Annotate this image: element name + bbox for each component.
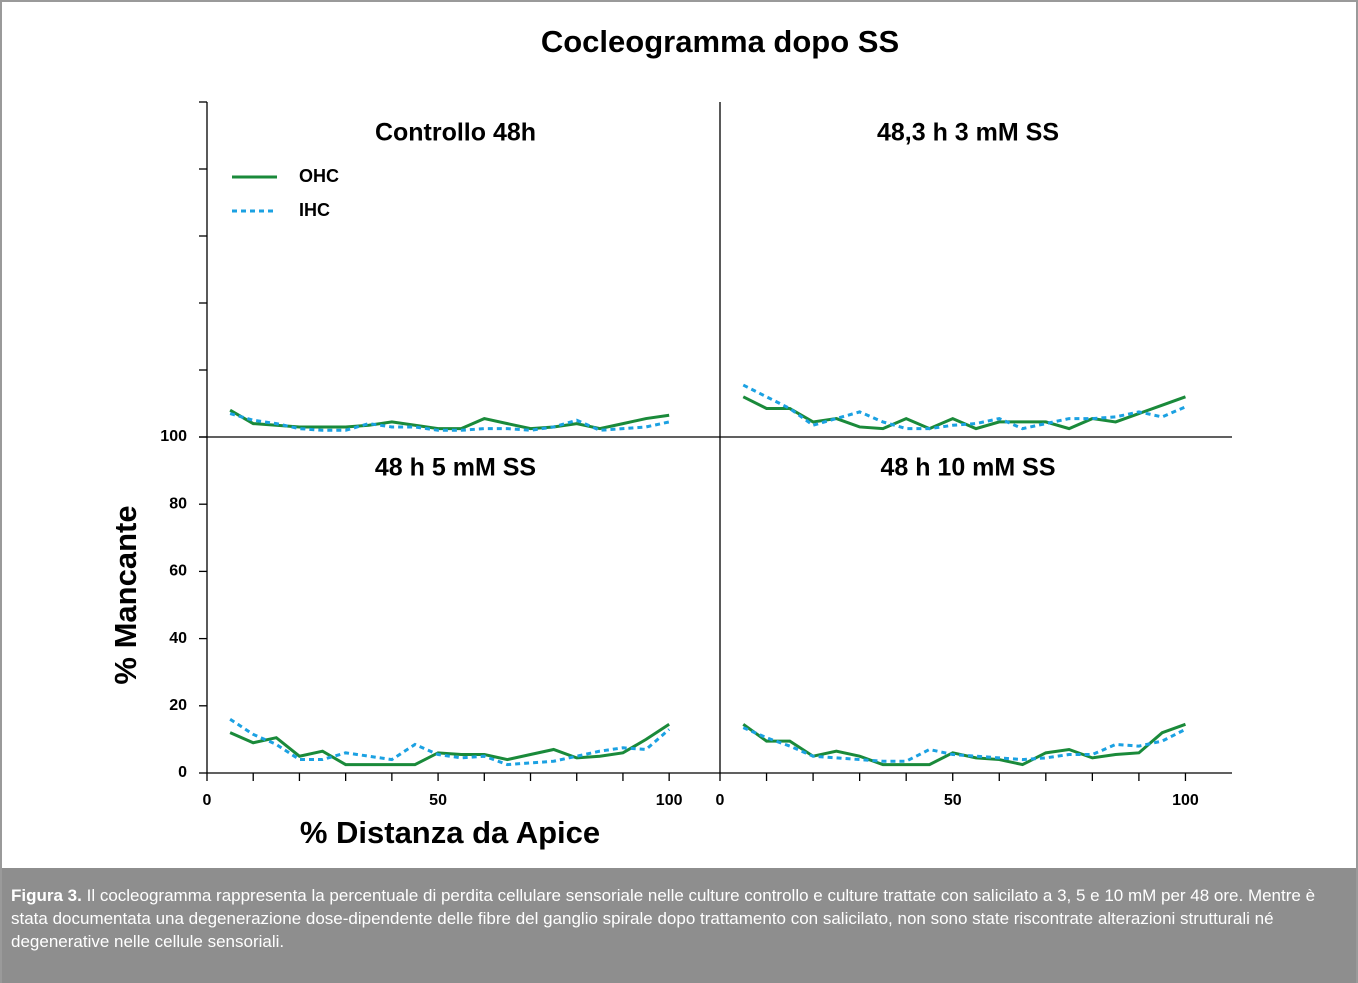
y-tick-label: 40 <box>169 630 187 647</box>
x-tick-label: 50 <box>429 792 447 809</box>
panel-title: 48 h 10 mM SS <box>880 454 1055 482</box>
series-line <box>229 723 670 767</box>
legend-label: OHC <box>299 166 339 186</box>
legend-label: IHC <box>299 200 330 220</box>
x-tick-label: 100 <box>656 792 683 809</box>
series-line <box>229 408 670 431</box>
y-tick-label: 60 <box>169 563 187 580</box>
caption: Figura 3. Il cocleogramma rappresenta la… <box>2 868 1356 983</box>
x-axis-label: % Distanza da Apice <box>300 815 600 850</box>
figure-title: Cocleogramma dopo SS <box>541 24 899 59</box>
series-line <box>742 722 1186 767</box>
x-tick-label: 0 <box>716 792 725 809</box>
y-axis-label: % Mancante <box>108 505 143 684</box>
caption-label: Figura 3. <box>11 886 82 905</box>
series-line <box>229 412 670 432</box>
series-line <box>742 726 1187 763</box>
x-tick-label: 0 <box>203 792 212 809</box>
y-tick-label: 100 <box>160 428 187 445</box>
y-tick-label: 80 <box>169 495 187 512</box>
panel-title: Controllo 48h <box>375 119 536 147</box>
chart: Cocleogramma dopo SS % Mancante % Distan… <box>108 24 1232 850</box>
caption-text: Il cocleogramma rappresenta la percentua… <box>11 886 1316 951</box>
x-tick-label: 100 <box>1172 792 1199 809</box>
panel-title: 48,3 h 3 mM SS <box>877 119 1059 147</box>
y-tick-label: 0 <box>178 764 187 781</box>
series-line <box>229 717 671 767</box>
panel-title: 48 h 5 mM SS <box>375 454 536 482</box>
x-tick-label: 50 <box>944 792 962 809</box>
y-tick-label: 20 <box>169 697 187 714</box>
series-line <box>742 383 1187 431</box>
